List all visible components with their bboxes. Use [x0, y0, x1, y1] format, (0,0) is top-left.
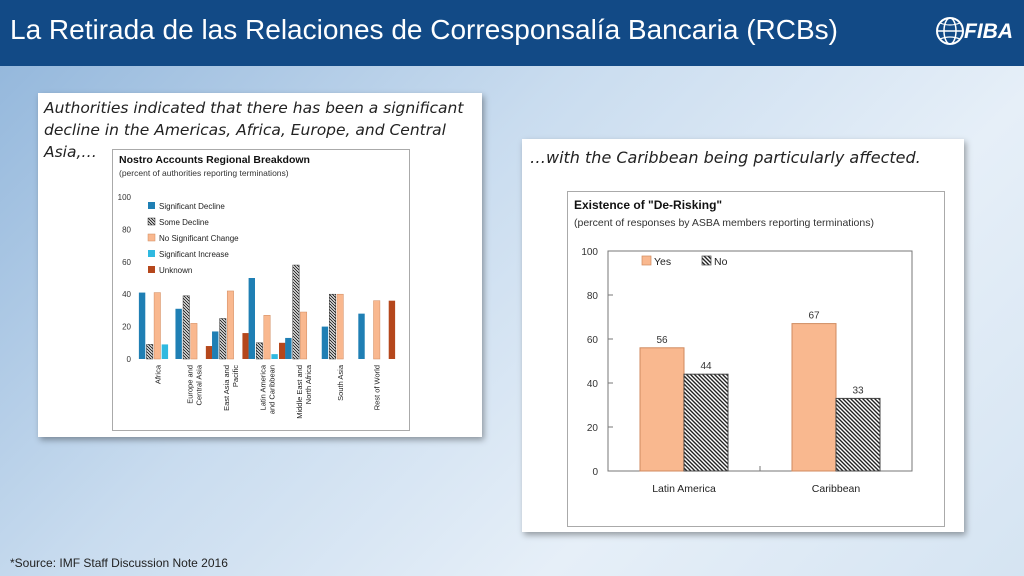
bar [373, 300, 381, 360]
svg-text:Central Asia: Central Asia [194, 364, 203, 405]
legend-swatch [147, 217, 156, 226]
bar [358, 313, 365, 359]
bar [835, 397, 881, 472]
de-risking-chart-box: Existence of "De-Risking" (percent of res… [567, 191, 945, 527]
chart-subtitle: (percent of responses by ASBA members re… [574, 217, 874, 229]
left-headline: Authorities indicated that there has bee… [44, 99, 464, 161]
bar [205, 346, 213, 359]
right-panel: …with the Caribbean being particularly a… [522, 139, 964, 532]
x-tick-label: Latin America and Caribbean [259, 364, 277, 414]
data-label: 56 [656, 335, 668, 346]
svg-text:Pacific: Pacific [231, 365, 240, 387]
legend-label: Significant Decline [159, 202, 225, 211]
y-tick-label: 100 [118, 193, 132, 202]
x-tick-label: Europe and Central Asia [185, 364, 203, 405]
legend-label: Unknown [159, 266, 192, 275]
bar [146, 344, 154, 360]
legend-swatch [147, 233, 156, 242]
svg-text:North Africa: North Africa [304, 364, 313, 404]
de-risking-chart: Existence of "De-Risking" (percent of res… [574, 198, 913, 495]
bar [285, 337, 292, 359]
left-panel: Authorities indicated that there has bee… [38, 93, 482, 437]
y-tick-label: 40 [587, 379, 599, 390]
svg-text:Europe and: Europe and [185, 365, 194, 404]
bar [226, 290, 234, 360]
slide-title: La Retirada de las Relaciones de Corresp… [10, 14, 838, 45]
bar [255, 342, 263, 360]
y-tick-label: 100 [581, 247, 598, 258]
x-tick-label: East Asia and Pacific [222, 365, 240, 411]
bar [242, 333, 249, 359]
fiba-logo: FIBA [934, 14, 1018, 50]
svg-text:Rest of World: Rest of World [373, 365, 382, 410]
legend-swatch [148, 266, 155, 273]
source-note: *Source: IMF Staff Discussion Note 2016 [10, 556, 228, 570]
x-tick-label: Caribbean [812, 483, 861, 495]
bar [791, 323, 837, 472]
bar [271, 354, 278, 359]
logo-text: FIBA [964, 20, 1013, 43]
header-bar: La Retirada de las Relaciones de Corresp… [0, 0, 1024, 66]
svg-text:Africa: Africa [153, 364, 162, 384]
y-tick-label: 0 [127, 355, 132, 364]
legend-swatch [148, 250, 155, 257]
y-tick-label: 80 [587, 291, 599, 302]
globe-icon [936, 17, 964, 45]
bar [219, 318, 227, 360]
data-label: 67 [808, 311, 820, 322]
legend-label: No Significant Change [159, 234, 239, 243]
bar [263, 315, 271, 360]
bar [292, 264, 300, 360]
svg-text:Latin America: Latin America [259, 364, 268, 410]
x-tick-label: South Asia [336, 364, 345, 401]
bar [279, 342, 286, 359]
legend-label: Significant Increase [159, 250, 229, 259]
nostro-accounts-chart: Nostro Accounts Regional Breakdown (perce… [118, 154, 396, 419]
legend-label: Some Decline [159, 218, 209, 227]
bar [300, 311, 308, 360]
bar [683, 373, 729, 472]
right-headline: …with the Caribbean being particularly a… [530, 148, 921, 167]
y-tick-label: 60 [122, 258, 131, 267]
svg-text:East Asia and: East Asia and [222, 365, 231, 411]
svg-text:and Caribbean: and Caribbean [268, 365, 277, 414]
y-tick-label: 60 [587, 335, 599, 346]
y-tick-label: 40 [122, 290, 131, 299]
legend-swatch [641, 255, 652, 266]
svg-text:Middle East and: Middle East and [295, 365, 304, 419]
legend-label: No [714, 256, 728, 268]
y-tick-label: 20 [587, 423, 599, 434]
bar [248, 278, 255, 359]
bar [161, 344, 169, 359]
bar [138, 292, 146, 359]
svg-text:South Asia: South Asia [336, 364, 345, 401]
y-tick-label: 20 [122, 323, 131, 332]
nostro-chart-box: Nostro Accounts Regional Breakdown (perce… [112, 149, 410, 431]
bar [321, 326, 329, 359]
chart-subtitle: (percent of authorities reporting termin… [119, 168, 289, 178]
bar [182, 295, 190, 360]
legend-swatch [701, 255, 712, 266]
chart-title: Nostro Accounts Regional Breakdown [119, 154, 310, 166]
bar [388, 300, 396, 359]
x-tick-label: Africa [153, 364, 162, 384]
legend-swatch [148, 202, 155, 209]
x-tick-label: Latin America [652, 483, 716, 495]
chart-title: Existence of "De-Risking" [574, 198, 722, 212]
y-tick-label: 80 [122, 225, 131, 234]
x-tick-label: Middle East and North Africa [295, 364, 313, 419]
bar [639, 347, 685, 472]
data-label: 44 [700, 361, 712, 372]
bar [175, 308, 182, 359]
bar [212, 331, 219, 359]
legend-label: Yes [654, 256, 671, 268]
bar [336, 293, 344, 360]
x-tick-label: Rest of World [373, 365, 382, 410]
bar [329, 293, 336, 360]
bar [153, 292, 161, 360]
y-tick-label: 0 [592, 467, 598, 478]
bar [190, 323, 198, 360]
data-label: 33 [852, 385, 864, 396]
